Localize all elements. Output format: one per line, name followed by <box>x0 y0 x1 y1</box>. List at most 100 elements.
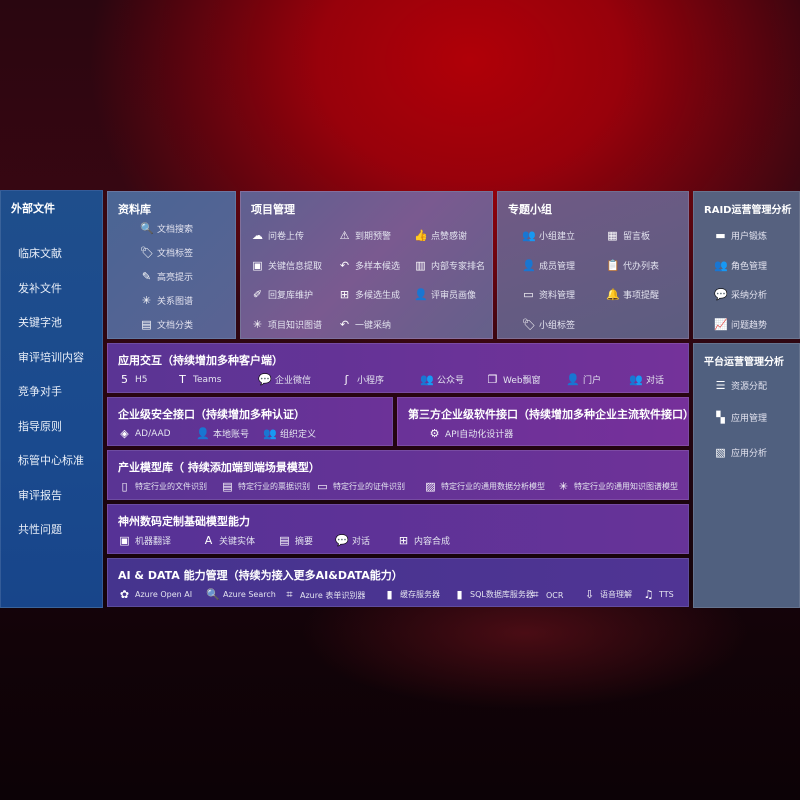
feature-item[interactable]: 🔔 事项提醒 <box>606 288 659 301</box>
feature-item[interactable]: ⚙ API自动化设计器 <box>428 427 514 440</box>
feature-label: 企业微信 <box>275 376 312 386</box>
extract-icon: ▣ <box>252 258 263 272</box>
member-icon: 👤 <box>522 258 536 272</box>
feature-item[interactable]: ⌗ OCR <box>529 588 563 602</box>
panel-title: AI & DATA 能力管理（持续为接入更多AI&DATA能力） <box>118 569 403 582</box>
feature-item[interactable]: 🔍 Azure Search <box>206 588 276 601</box>
feature-item[interactable]: 🔍 文档搜索 <box>140 222 193 235</box>
feature-item[interactable]: ▤ 摘要 <box>278 534 313 547</box>
feature-label: 特定行业的通用知识图谱模型 <box>574 482 678 491</box>
feature-item[interactable]: ⊞ 内容合成 <box>397 534 450 547</box>
feature-item[interactable]: 🏷 小组标签 <box>522 318 575 331</box>
feature-label: 角色管理 <box>731 261 768 272</box>
sidebar-item[interactable]: 竞争对手 <box>18 385 62 398</box>
aad-icon: ◈ <box>120 427 129 440</box>
chart-icon: ▨ <box>425 480 436 493</box>
user-profile-icon: 👤 <box>414 288 428 301</box>
feature-label: 多样本候选 <box>355 261 401 272</box>
feature-item[interactable]: ▤ 特定行业的票据识别 <box>221 480 310 493</box>
feature-item[interactable]: 📋 代办列表 <box>606 259 659 272</box>
feature-label: OCR <box>546 590 564 600</box>
feature-item[interactable]: 👥 公众号 <box>420 373 464 386</box>
feature-item[interactable]: ▤ 文档分类 <box>140 318 193 331</box>
sidebar-item[interactable]: 标管中心标准 <box>18 454 84 467</box>
feature-item[interactable]: 👤 成员管理 <box>522 259 575 272</box>
sidebar-item[interactable]: 指导原则 <box>18 419 62 433</box>
feature-item[interactable]: ✳ 项目知识图谱 <box>251 318 322 331</box>
feature-item[interactable]: ▮ 缓存服务器 <box>383 588 440 601</box>
feature-item[interactable]: 👥 小组建立 <box>522 229 575 242</box>
feature-item[interactable]: ⊞ 多候选生成 <box>338 288 400 301</box>
feature-item[interactable]: ⌗ Azure 表单识别器 <box>283 588 365 602</box>
checklist-icon: ☰ <box>715 379 726 392</box>
sidebar-item[interactable]: 关键字池 <box>18 316 62 329</box>
feature-item[interactable]: ✳ 特定行业的通用知识图谱模型 <box>557 480 678 493</box>
panel-topic-groups: 专题小组 👥 小组建立 ▦ 留言板 👤 成员管理 📋 代办列表 ▭ 资料管理 🔔 事项提醒 🏷 小组标签 <box>497 191 689 339</box>
clipboard-icon: 📋 <box>606 258 620 272</box>
feature-label: TTS <box>659 590 674 599</box>
panel-app-interaction: 应用交互（持续增加多种客户端） 5 H5 T Teams 💬 企业微信 ʃ 小程序 👥 公众号 ❐ W… <box>107 343 689 393</box>
feature-item[interactable]: ↶ 多样本候选 <box>338 259 400 272</box>
feature-item[interactable]: 👤 门户 <box>566 373 601 386</box>
feature-item[interactable]: ✎ 高亮提示 <box>140 270 193 283</box>
feature-item[interactable]: 👍 点赞感谢 <box>414 229 467 242</box>
feature-item[interactable]: 👥 对话 <box>629 373 664 386</box>
sidebar-item[interactable]: 共性问题 <box>18 523 62 536</box>
feature-item[interactable]: T Teams <box>176 373 221 386</box>
feature-item[interactable]: ▥ 内部专家排名 <box>414 259 485 272</box>
document-search-icon: 🔍 <box>140 222 154 235</box>
feature-item[interactable]: A 关键实体 <box>202 534 255 547</box>
portal-icon: 👤 <box>566 373 580 386</box>
feature-item[interactable]: 5 H5 <box>118 373 148 386</box>
feature-item[interactable]: 🏷 文档标签 <box>140 246 193 259</box>
feature-item[interactable]: 💬 对话 <box>335 534 370 547</box>
sidebar-item[interactable]: 审评报告 <box>18 488 62 502</box>
feature-item[interactable]: ✐ 回复库维护 <box>251 288 313 301</box>
sidebar-item[interactable]: 发补文件 <box>18 281 62 295</box>
feature-item[interactable]: 💬 采纳分析 <box>714 288 767 301</box>
feature-item[interactable]: ♫ TTS <box>642 588 674 601</box>
feature-item[interactable]: ⚠ 到期预警 <box>338 229 391 242</box>
feature-item[interactable]: ⇩ 语音理解 <box>583 588 632 601</box>
feature-item[interactable]: ▨ 特定行业的通用数据分析模型 <box>424 480 545 493</box>
feature-item[interactable]: ▮ SQL数据库服务器 <box>453 588 534 601</box>
feature-item[interactable]: ▭ 资料管理 <box>522 288 575 301</box>
sidebar-item[interactable]: 临床文献 <box>18 247 62 260</box>
feature-item[interactable]: ☁ 问卷上传 <box>251 229 304 242</box>
feature-item[interactable]: ▧ 应用分析 <box>714 446 767 459</box>
feature-item[interactable]: ↶ 一键采纳 <box>338 318 391 331</box>
feature-item[interactable]: ▦ 留言板 <box>606 229 650 242</box>
sidebar-external-files: 外部文件 临床文献 发补文件 关键字池 审评培训内容 竞争对手 指导原则 标管中心标准 审评报… <box>0 190 103 608</box>
feature-item[interactable]: ❐ Web飘窗 <box>486 373 541 386</box>
folder-icon: ▭ <box>523 288 534 301</box>
feature-label: 点赞感谢 <box>431 232 468 242</box>
feature-item[interactable]: 👥 组织定义 <box>263 427 316 440</box>
trend-icon: 📈 <box>714 317 728 331</box>
feature-item[interactable]: 👤 评审员画像 <box>414 288 476 301</box>
sidebar-item[interactable]: 审评培训内容 <box>18 350 84 364</box>
feature-item[interactable]: ▬ 用户锻炼 <box>714 229 767 242</box>
feature-label: 文档标签 <box>157 249 194 259</box>
users-icon: 👥 <box>714 258 728 272</box>
feature-item[interactable]: ☰ 资源分配 <box>714 379 767 392</box>
feature-label: 一键采纳 <box>355 320 392 331</box>
feature-label: 小组建立 <box>539 232 576 242</box>
feature-item[interactable]: 👥 角色管理 <box>714 259 767 272</box>
feature-label: 对话 <box>352 537 371 547</box>
ranking-icon: ▥ <box>415 258 426 272</box>
alarm-icon: ⚠ <box>339 229 350 242</box>
feature-item[interactable]: 👤 本地账号 <box>196 427 249 440</box>
feature-label: SQL数据库服务器 <box>470 590 534 599</box>
feature-item[interactable]: ◈ AD/AAD <box>118 427 170 440</box>
feature-item[interactable]: 💬 企业微信 <box>258 373 311 386</box>
feature-item[interactable]: ʃ 小程序 <box>340 373 384 386</box>
feature-item[interactable]: ✳ 关系图谱 <box>140 294 193 307</box>
feature-item[interactable]: ▣ 机器翻译 <box>118 534 171 547</box>
feature-item[interactable]: ▚ 应用管理 <box>714 411 767 424</box>
feature-item[interactable]: ✿ Azure Open AI <box>118 588 192 601</box>
feature-item[interactable]: 📈 问题趋势 <box>714 318 767 331</box>
feature-item[interactable]: ▭ 特定行业的证件识别 <box>316 480 405 493</box>
feature-label: 门户 <box>583 376 602 386</box>
feature-item[interactable]: ▣ 关键信息提取 <box>251 259 322 272</box>
feature-item[interactable]: ▯ 特定行业的文件识别 <box>118 480 207 493</box>
